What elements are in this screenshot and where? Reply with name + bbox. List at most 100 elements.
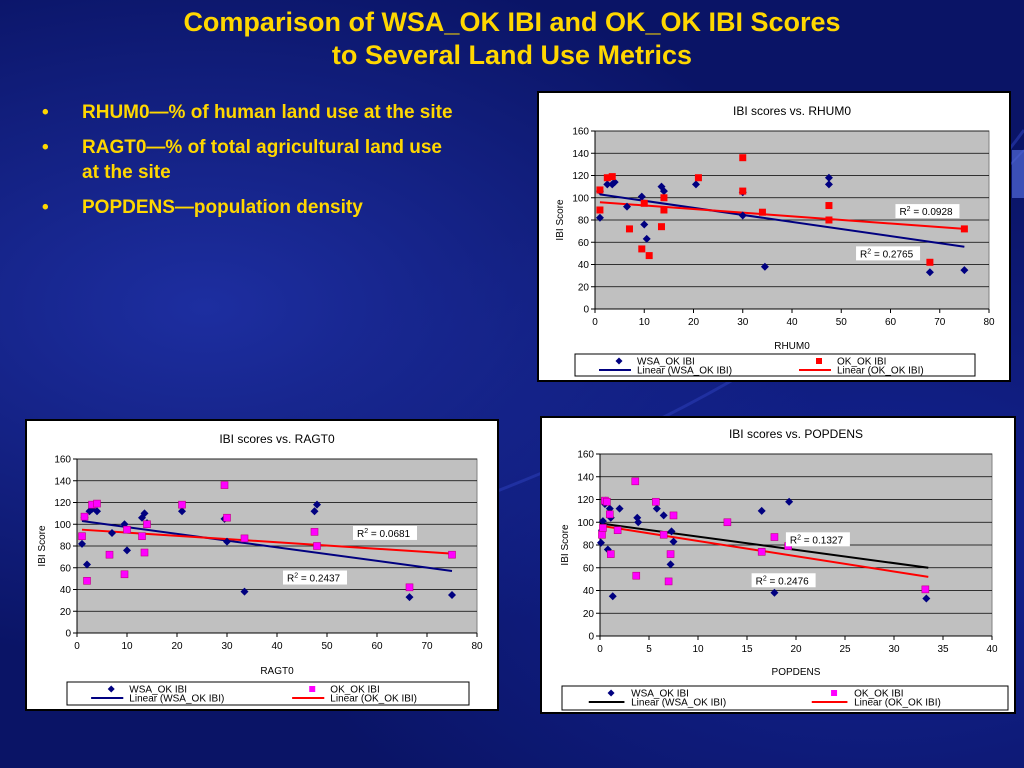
r-squared-label: R2 = 0.2765 [856, 246, 921, 261]
data-point-wsa [691, 180, 700, 189]
y-axis-label: IBI Score [37, 525, 48, 567]
x-tick-label: 20 [688, 317, 700, 328]
x-tick-label: 60 [885, 317, 897, 328]
slide-title-line-2: to Several Land Use Metrics [331, 40, 693, 70]
data-point-wsa [610, 178, 619, 187]
r-squared-text: R2 = 0.2476 [756, 575, 810, 587]
y-tick-label: 120 [577, 495, 594, 506]
r-squared-exponent: 2 [294, 573, 298, 580]
legend-label-linear-ok: Linear (OK_OK IBI) [837, 366, 924, 377]
x-tick-label: 30 [737, 317, 749, 328]
data-point-ok [220, 481, 229, 489]
y-axis-label: IBI Score [555, 199, 566, 241]
data-point-wsa [140, 509, 149, 518]
y-tick-label: 0 [583, 305, 589, 316]
chart-popdens: IBI scores vs. POPDENS 0 20 40 60 80 100 120 140… [540, 416, 1016, 714]
y-axis-label: IBI Score [560, 524, 571, 566]
data-point-ok [83, 577, 91, 585]
data-point-ok [405, 583, 414, 592]
data-point-ok [598, 530, 606, 539]
data-point-wsa [960, 266, 969, 275]
bullet-item: • RAGT0—% of total agricultural land use … [42, 135, 462, 185]
r-squared-symbol: R [357, 529, 364, 540]
y-tick-label: 20 [578, 282, 590, 293]
x-tick-label: 0 [597, 644, 603, 655]
data-point-ok [640, 199, 648, 207]
data-point-ok [178, 500, 186, 509]
slide-title: Comparison of WSA_OK IBI and OK_OK IBI S… [0, 6, 1024, 72]
legend-box [66, 681, 470, 706]
legend-label-ok: OK_OK IBI [330, 685, 379, 696]
r-squared-box [856, 246, 921, 261]
bullet-text: RHUM0—% of human land use at the site [82, 102, 453, 123]
r-squared-value: = 0.0681 [368, 529, 410, 540]
y-tick-label: 0 [588, 632, 594, 643]
data-point-ok [140, 548, 149, 557]
r-squared-box [895, 204, 960, 219]
x-tick-label: 35 [937, 644, 949, 655]
r-squared-value: = 0.0928 [911, 207, 953, 218]
legend-marker-wsa [615, 357, 623, 365]
bullet-symbol: • [42, 137, 49, 158]
r-squared-label: R2 = 0.2437 [283, 570, 347, 585]
data-point-wsa [83, 560, 91, 569]
data-point-ok [240, 534, 249, 543]
chart-ragt0-svg: IBI scores vs. RAGT002040608010012014016… [37, 432, 483, 706]
r-squared-box [785, 532, 850, 547]
x-tick-label: 40 [786, 317, 798, 328]
data-point-ok [599, 524, 607, 532]
data-point-ok [638, 245, 646, 253]
y-tick-label: 60 [60, 563, 72, 574]
data-point-wsa [310, 507, 319, 516]
x-axis-label: RAGT0 [260, 666, 294, 677]
r-squared-symbol: R [860, 249, 867, 260]
data-point-wsa [760, 262, 769, 271]
y-tick-label: 80 [578, 216, 590, 227]
legend-label-linear-wsa: Linear (WSA_OK IBI) [637, 366, 732, 377]
data-point-wsa [634, 518, 643, 527]
x-tick-label: 5 [646, 644, 652, 655]
data-point-wsa [667, 527, 676, 536]
data-point-ok [138, 532, 146, 541]
x-tick-label: 60 [371, 641, 383, 652]
r-squared-exponent: 2 [364, 528, 368, 535]
legend-box [574, 353, 976, 377]
r-squared-text: R2 = 0.0928 [899, 206, 953, 218]
r-squared-label: R2 = 0.1327 [785, 532, 850, 547]
r-squared-label: R2 = 0.2476 [751, 573, 816, 588]
x-tick-label: 25 [839, 644, 851, 655]
data-point-ok [758, 208, 766, 216]
data-point-wsa [652, 504, 661, 513]
trend-line [599, 522, 929, 569]
x-tick-label: 40 [986, 644, 998, 655]
bullet-symbol: • [42, 102, 49, 123]
chart-title: IBI scores vs. RAGT0 [219, 432, 335, 446]
r-squared-symbol: R [899, 207, 906, 218]
data-point-wsa [925, 268, 934, 277]
data-point-ok [105, 550, 114, 559]
data-point-wsa [640, 220, 649, 229]
r-squared-exponent: 2 [867, 248, 871, 255]
x-tick-label: 70 [934, 317, 946, 328]
data-point-ok [694, 174, 702, 182]
data-point-wsa [757, 506, 766, 515]
y-tick-label: 120 [572, 171, 589, 182]
data-point-wsa [240, 587, 249, 596]
y-tick-label: 40 [583, 586, 595, 597]
legend-label-linear-ok: Linear (OK_OK IBI) [330, 694, 417, 705]
data-point-wsa [824, 180, 833, 189]
data-point-ok [78, 532, 86, 541]
data-point-wsa [669, 537, 678, 546]
r-squared-exponent: 2 [907, 206, 911, 213]
r-squared-box [353, 525, 417, 540]
r-squared-value: = 0.1327 [801, 535, 843, 546]
x-tick-label: 10 [692, 644, 704, 655]
data-point-wsa [659, 187, 668, 196]
data-point-wsa [405, 593, 414, 602]
data-point-wsa [178, 507, 186, 516]
r-squared-symbol: R [790, 535, 797, 546]
data-point-ok [825, 216, 833, 224]
x-tick-label: 80 [471, 641, 483, 652]
y-tick-label: 40 [60, 585, 72, 596]
data-point-wsa [223, 537, 231, 546]
